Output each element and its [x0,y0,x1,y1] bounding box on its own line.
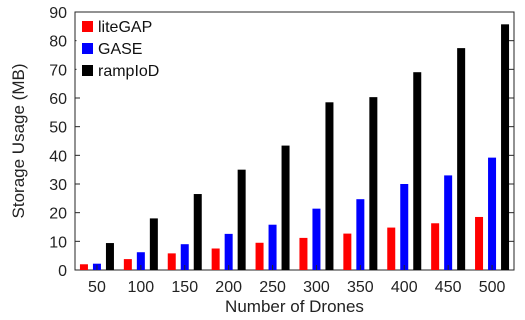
y-axis-label: Storage Usage (MB) [9,64,28,219]
x-tick-label: 200 [215,279,242,296]
bar-rampiod-250 [281,145,290,270]
y-axis-ticks: 0 10 20 30 40 50 60 70 80 90 [49,5,514,280]
bar-gase-250 [268,224,277,270]
legend: liteGAP GASE rampIoD [76,13,162,83]
legend-swatch-litegap [82,21,93,32]
y-tick-label: 0 [58,263,67,280]
y-tick-label: 10 [49,234,67,251]
bar-gase-450 [444,175,453,270]
y-tick-label: 60 [49,91,67,108]
y-tick-label: 20 [49,206,67,223]
bar-litegap-300 [299,237,308,270]
bar-rampiod-300 [325,102,334,270]
bar-gase-100 [136,252,145,270]
bar-rampiod-350 [369,97,378,270]
x-tick-label: 250 [259,279,286,296]
bar-gase-350 [356,199,365,270]
y-tick-label: 40 [49,148,67,165]
x-axis-label: Number of Drones [225,297,364,316]
legend-swatch-gase [82,43,93,54]
bar-gase-500 [488,157,497,270]
x-tick-label: 500 [479,279,506,296]
bar-litegap-500 [475,216,484,270]
x-tick-label: 350 [347,279,374,296]
bar-gase-300 [312,208,321,270]
bar-rampiod-400 [413,72,422,270]
x-tick-label: 150 [171,279,198,296]
legend-label-rampiod: rampIoD [98,63,159,80]
bar-litegap-350 [343,233,352,270]
x-tick-label: 300 [303,279,330,296]
x-axis-ticks: 50 100 150 200 250 300 350 400 450 500 [88,265,505,296]
bar-litegap-50 [79,264,88,270]
y-tick-label: 90 [49,5,67,22]
bar-rampiod-200 [237,169,246,270]
y-tick-label: 70 [49,62,67,79]
bar-litegap-400 [387,227,396,270]
bar-gase-200 [224,233,233,270]
bar-rampiod-100 [149,218,158,270]
bar-litegap-150 [167,253,176,270]
y-tick-label: 30 [49,177,67,194]
bar-rampiod-150 [193,194,202,270]
legend-swatch-rampiod [82,65,93,76]
y-tick-label: 50 [49,120,67,137]
bars-group [79,24,510,271]
x-tick-label: 100 [127,279,154,296]
legend-label-litegap: liteGAP [98,19,152,36]
bar-litegap-250 [255,242,264,270]
x-tick-label: 50 [88,279,106,296]
legend-label-gase: GASE [98,41,142,58]
x-tick-label: 400 [391,279,418,296]
y-tick-label: 80 [49,34,67,51]
bar-rampiod-500 [501,24,510,271]
bar-rampiod-50 [105,243,114,270]
bar-gase-400 [400,184,409,270]
bar-gase-150 [180,244,189,270]
bar-litegap-450 [431,223,440,270]
bar-litegap-200 [211,248,220,270]
x-tick-label: 450 [435,279,462,296]
bar-litegap-100 [123,259,132,270]
bar-rampiod-450 [457,48,466,271]
